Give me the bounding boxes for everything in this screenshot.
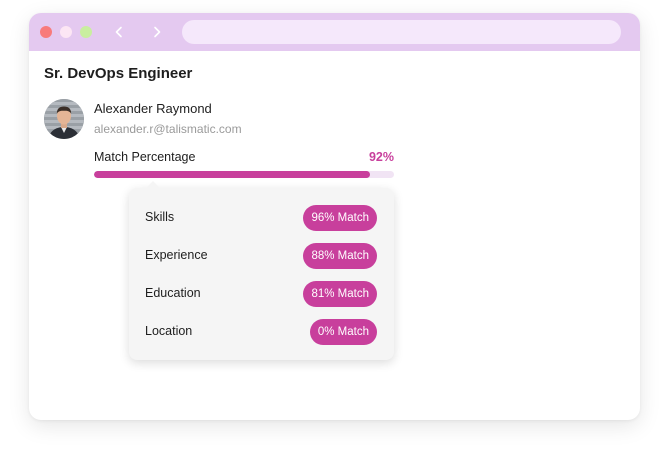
match-breakdown-popover: Skills 96% Match Experience 88% Match Ed…: [129, 181, 394, 360]
match-badge: 88% Match: [303, 243, 377, 269]
popover-arrow: [145, 181, 161, 189]
browser-titlebar: [29, 13, 640, 51]
match-progress-fill: [94, 171, 370, 178]
candidate-email: alexander.r@talismatic.com: [94, 122, 242, 136]
match-badge: 0% Match: [309, 319, 377, 345]
match-percentage-label: Match Percentage: [94, 150, 196, 164]
breakdown-label: Skills: [145, 210, 175, 224]
browser-window: Sr. DevOps Engineer Alexander Raymond al…: [29, 13, 640, 420]
maximize-window-dot[interactable]: [80, 26, 92, 38]
match-badge: 96% Match: [303, 205, 377, 231]
close-window-dot[interactable]: [40, 26, 52, 38]
back-button[interactable]: [109, 22, 129, 42]
breakdown-row-education: Education 81% Match: [129, 281, 394, 307]
chevron-left-icon: [115, 26, 122, 38]
forward-button[interactable]: [147, 22, 167, 42]
breakdown-row-experience: Experience 88% Match: [129, 243, 394, 269]
avatar-photo: [44, 99, 84, 139]
chevron-right-icon: [154, 26, 161, 38]
match-progress-bar: [94, 171, 394, 178]
avatar[interactable]: [44, 99, 84, 139]
breakdown-label: Location: [145, 324, 193, 338]
breakdown-row-location: Location 0% Match: [129, 319, 394, 345]
minimize-window-dot[interactable]: [60, 26, 72, 38]
candidate-name: Alexander Raymond: [94, 101, 212, 116]
match-badge: 81% Match: [303, 281, 377, 307]
address-bar[interactable]: [182, 20, 621, 44]
breakdown-label: Education: [145, 286, 201, 300]
job-title: Sr. DevOps Engineer: [44, 65, 193, 82]
match-percentage-value: 92%: [368, 150, 394, 164]
breakdown-row-skills: Skills 96% Match: [129, 205, 394, 231]
breakdown-label: Experience: [145, 248, 208, 262]
